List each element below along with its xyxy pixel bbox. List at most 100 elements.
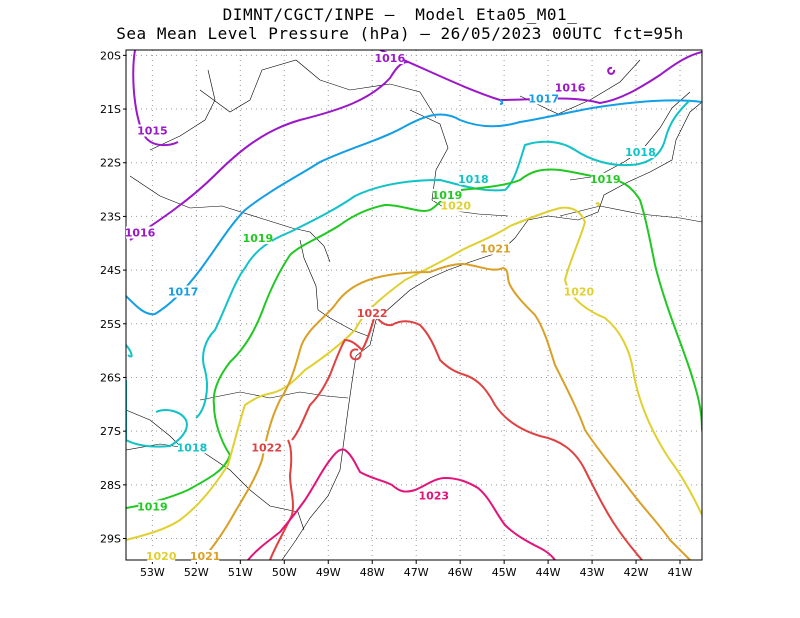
contour-label-1020: 1020 bbox=[146, 550, 177, 563]
contour-label-bg bbox=[191, 550, 220, 562]
contour-1015 bbox=[132, 50, 179, 147]
contour-label-bg bbox=[252, 441, 281, 454]
y-tick-label: 26S bbox=[100, 371, 121, 384]
contour-label-bg bbox=[591, 172, 620, 185]
contour-label-1018: 1018 bbox=[458, 173, 489, 186]
contour-label-1019: 1019 bbox=[243, 232, 274, 245]
y-tick-label: 22S bbox=[100, 157, 121, 170]
contour-label-bg bbox=[243, 231, 272, 244]
state-border bbox=[199, 391, 349, 401]
contour-label-1016: 1016 bbox=[375, 52, 406, 65]
x-tick-label: 52W bbox=[184, 566, 209, 579]
state-border bbox=[199, 59, 321, 113]
contour-1016 bbox=[129, 61, 409, 241]
boundaries bbox=[126, 59, 702, 560]
x-tick-label: 49W bbox=[316, 566, 341, 579]
contour-label-1020: 1020 bbox=[564, 286, 595, 299]
map-frame bbox=[125, 49, 703, 561]
contour-label-bg bbox=[138, 124, 167, 137]
state-border bbox=[319, 79, 437, 119]
contour-label-1019: 1019 bbox=[432, 189, 463, 202]
x-tick-label: 50W bbox=[272, 566, 297, 579]
x-tick-label: 47W bbox=[404, 566, 429, 579]
contour-label-bg bbox=[432, 188, 461, 201]
chart-title: DIMNT/CGCT/INPE – Model Eta05_M01_ bbox=[222, 5, 578, 24]
contour-1019 bbox=[126, 168, 702, 509]
y-tick-label: 28S bbox=[100, 479, 121, 492]
contour-1021 bbox=[201, 262, 691, 560]
x-tick-label: 42W bbox=[624, 566, 649, 579]
contour-1023 bbox=[247, 448, 556, 560]
y-tick-label: 20S bbox=[100, 49, 121, 62]
contour-label-1017: 1017 bbox=[168, 286, 199, 299]
state-border bbox=[299, 239, 369, 337]
contour-1022 bbox=[349, 348, 362, 361]
state-border bbox=[559, 205, 702, 223]
y-tick-label: 24S bbox=[100, 264, 121, 277]
contour-label-1020: 1020 bbox=[440, 200, 471, 213]
contour-label-1022: 1022 bbox=[357, 307, 388, 320]
contour-label-bg bbox=[126, 226, 154, 239]
contour-label-1019: 1019 bbox=[137, 500, 168, 513]
axis-ticks: 53W 52W 51W 50W 49W 48W 47W 46W 45W 44W 43W 42W 41W 2… bbox=[100, 49, 693, 579]
state-border bbox=[129, 175, 331, 263]
y-tick-label: 25S bbox=[100, 318, 121, 331]
x-tick-label: 41W bbox=[668, 566, 693, 579]
contour-label-1016: 1016 bbox=[555, 82, 586, 95]
contour-label-bg bbox=[147, 550, 176, 562]
contour-label-1023: 1023 bbox=[418, 490, 449, 503]
coastline bbox=[281, 101, 702, 560]
contour-1016 bbox=[607, 66, 616, 75]
contour-label-bg bbox=[375, 52, 404, 64]
contour-label-bg bbox=[169, 285, 198, 298]
y-tick-label: 29S bbox=[100, 533, 121, 546]
contour-labels: 1016101610151016101710171018101810181019… bbox=[125, 52, 656, 563]
x-tick-label: 46W bbox=[448, 566, 473, 579]
contour-label-bg bbox=[529, 92, 558, 105]
y-tick-label: 23S bbox=[100, 210, 121, 223]
contour-label-1019: 1019 bbox=[590, 173, 621, 186]
contour-label-1018: 1018 bbox=[177, 441, 208, 454]
contour-label-bg bbox=[556, 81, 585, 94]
contours bbox=[126, 50, 702, 560]
contour-1020 bbox=[595, 202, 600, 207]
contour-label-bg bbox=[459, 172, 488, 185]
contour-label-1021: 1021 bbox=[190, 550, 221, 563]
state-border bbox=[126, 443, 305, 531]
x-tick-label: 43W bbox=[580, 566, 605, 579]
contour-label-1018: 1018 bbox=[625, 146, 656, 159]
contour-label-bg bbox=[564, 285, 593, 298]
contour-1022 bbox=[269, 312, 643, 560]
contour-1018 bbox=[126, 344, 133, 358]
state-border bbox=[569, 91, 691, 181]
x-tick-label: 44W bbox=[536, 566, 561, 579]
contour-label-bg bbox=[441, 199, 470, 212]
contour-label-1021: 1021 bbox=[480, 243, 511, 256]
y-tick-label: 27S bbox=[100, 425, 121, 438]
grid-lines bbox=[126, 50, 702, 560]
contour-label-bg bbox=[177, 441, 206, 454]
contour-1016 bbox=[379, 50, 702, 105]
contour-1017 bbox=[126, 99, 702, 316]
contour-label-1015: 1015 bbox=[137, 125, 168, 138]
contour-label-bg bbox=[138, 500, 167, 513]
contour-label-1022: 1022 bbox=[251, 441, 282, 454]
contour-label-bg bbox=[419, 489, 448, 502]
contour-label-bg bbox=[358, 307, 387, 320]
state-border bbox=[409, 109, 509, 217]
contour-label-1017: 1017 bbox=[528, 92, 559, 105]
contour-1020 bbox=[126, 206, 702, 541]
state-border bbox=[149, 69, 216, 151]
contour-1017 bbox=[499, 99, 504, 105]
x-tick-label: 45W bbox=[492, 566, 517, 579]
contour-label-bg bbox=[626, 146, 655, 158]
x-tick-label: 51W bbox=[228, 566, 253, 579]
contour-label-bg bbox=[481, 242, 510, 255]
x-tick-label: 48W bbox=[360, 566, 385, 579]
y-tick-label: 21S bbox=[100, 103, 121, 116]
x-tick-label: 53W bbox=[140, 566, 165, 579]
contour-1018 bbox=[126, 99, 691, 448]
chart-subtitle: Sea Mean Level Pressure (hPa) – 26/05/20… bbox=[116, 24, 684, 43]
contour-label-1016: 1016 bbox=[125, 227, 156, 240]
